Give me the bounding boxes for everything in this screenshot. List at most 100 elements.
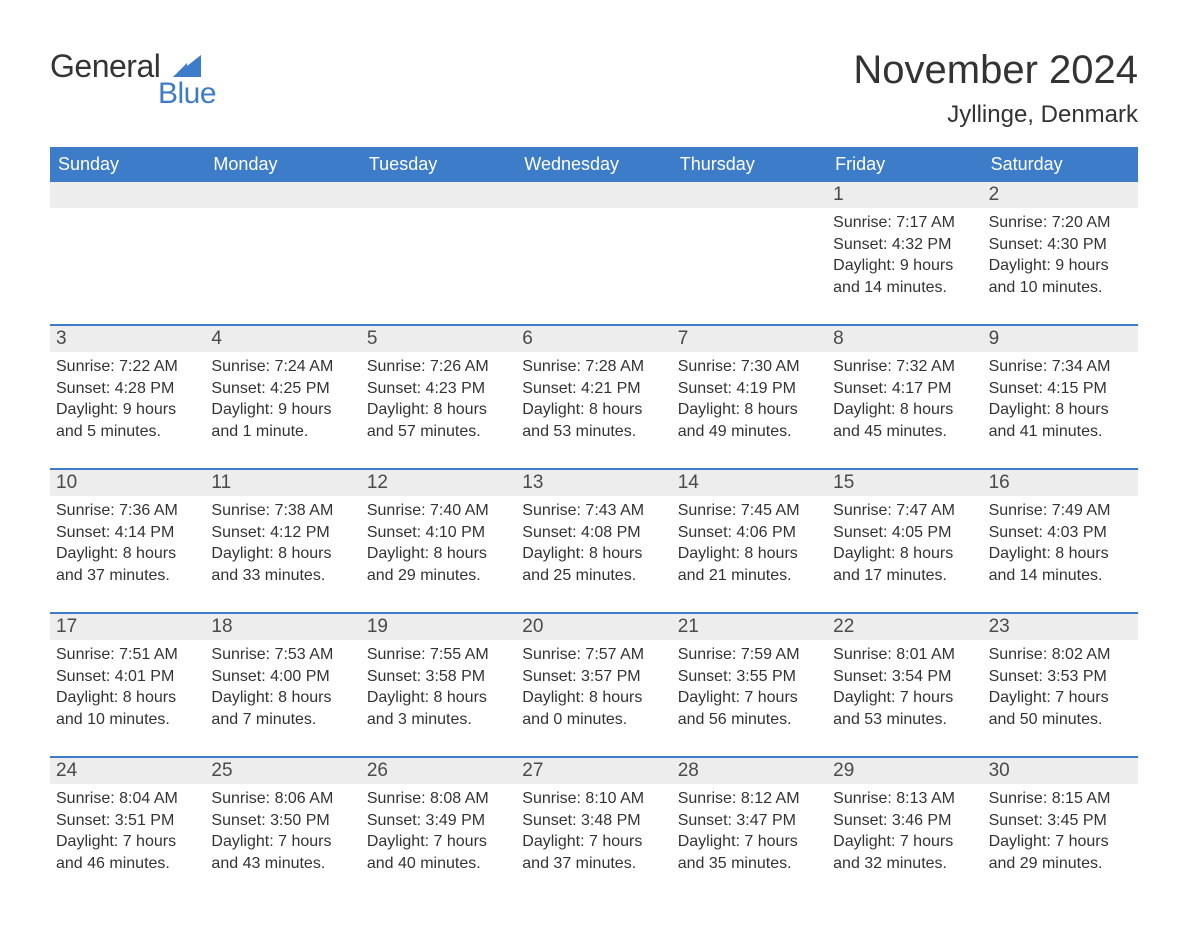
day-details: Sunrise: 7:36 AMSunset: 4:14 PMDaylight:… — [50, 496, 205, 592]
day-cell: 13Sunrise: 7:43 AMSunset: 4:08 PMDayligh… — [516, 470, 671, 598]
daylight-text: and 43 minutes. — [211, 853, 354, 875]
day-cell — [672, 182, 827, 310]
day-number — [516, 182, 671, 208]
day-details: Sunrise: 7:38 AMSunset: 4:12 PMDaylight:… — [205, 496, 360, 592]
day-cell: 21Sunrise: 7:59 AMSunset: 3:55 PMDayligh… — [672, 614, 827, 742]
day-details: Sunrise: 7:22 AMSunset: 4:28 PMDaylight:… — [50, 352, 205, 448]
day-details: Sunrise: 8:08 AMSunset: 3:49 PMDaylight:… — [361, 784, 516, 880]
sunset-text: Sunset: 4:03 PM — [989, 522, 1132, 544]
weekday-label: Wednesday — [516, 147, 671, 182]
day-details: Sunrise: 7:28 AMSunset: 4:21 PMDaylight:… — [516, 352, 671, 448]
daylight-text: and 10 minutes. — [56, 709, 199, 731]
day-number: 30 — [983, 758, 1138, 784]
sunrise-text: Sunrise: 7:45 AM — [678, 500, 821, 522]
daylight-text: Daylight: 8 hours — [522, 687, 665, 709]
sunset-text: Sunset: 3:50 PM — [211, 810, 354, 832]
daylight-text: and 0 minutes. — [522, 709, 665, 731]
sunset-text: Sunset: 3:46 PM — [833, 810, 976, 832]
day-number: 20 — [516, 614, 671, 640]
daylight-text: and 14 minutes. — [989, 565, 1132, 587]
day-number: 8 — [827, 326, 982, 352]
sunset-text: Sunset: 3:48 PM — [522, 810, 665, 832]
sunrise-text: Sunrise: 7:49 AM — [989, 500, 1132, 522]
sunrise-text: Sunrise: 7:43 AM — [522, 500, 665, 522]
day-cell: 4Sunrise: 7:24 AMSunset: 4:25 PMDaylight… — [205, 326, 360, 454]
day-cell: 23Sunrise: 8:02 AMSunset: 3:53 PMDayligh… — [983, 614, 1138, 742]
daylight-text: and 7 minutes. — [211, 709, 354, 731]
day-number: 14 — [672, 470, 827, 496]
day-number: 5 — [361, 326, 516, 352]
day-details: Sunrise: 7:43 AMSunset: 4:08 PMDaylight:… — [516, 496, 671, 592]
day-details — [50, 208, 205, 298]
day-details: Sunrise: 7:30 AMSunset: 4:19 PMDaylight:… — [672, 352, 827, 448]
sunrise-text: Sunrise: 7:55 AM — [367, 644, 510, 666]
day-cell: 17Sunrise: 7:51 AMSunset: 4:01 PMDayligh… — [50, 614, 205, 742]
sunrise-text: Sunrise: 7:34 AM — [989, 356, 1132, 378]
day-cell — [50, 182, 205, 310]
day-cell: 1Sunrise: 7:17 AMSunset: 4:32 PMDaylight… — [827, 182, 982, 310]
day-cell: 3Sunrise: 7:22 AMSunset: 4:28 PMDaylight… — [50, 326, 205, 454]
daylight-text: Daylight: 7 hours — [833, 831, 976, 853]
sunset-text: Sunset: 3:54 PM — [833, 666, 976, 688]
day-number — [672, 182, 827, 208]
week-row: 10Sunrise: 7:36 AMSunset: 4:14 PMDayligh… — [50, 468, 1138, 598]
day-cell: 16Sunrise: 7:49 AMSunset: 4:03 PMDayligh… — [983, 470, 1138, 598]
daylight-text: Daylight: 7 hours — [989, 687, 1132, 709]
daylight-text: Daylight: 8 hours — [522, 399, 665, 421]
header: General Blue November 2024 Jyllinge, Den… — [50, 48, 1138, 129]
day-cell: 25Sunrise: 8:06 AMSunset: 3:50 PMDayligh… — [205, 758, 360, 886]
sunrise-text: Sunrise: 8:06 AM — [211, 788, 354, 810]
daylight-text: Daylight: 7 hours — [833, 687, 976, 709]
day-number: 15 — [827, 470, 982, 496]
day-details: Sunrise: 7:55 AMSunset: 3:58 PMDaylight:… — [361, 640, 516, 736]
day-cell — [205, 182, 360, 310]
day-cell: 10Sunrise: 7:36 AMSunset: 4:14 PMDayligh… — [50, 470, 205, 598]
day-details — [205, 208, 360, 298]
sunset-text: Sunset: 3:49 PM — [367, 810, 510, 832]
day-number: 19 — [361, 614, 516, 640]
daylight-text: and 50 minutes. — [989, 709, 1132, 731]
sunset-text: Sunset: 3:58 PM — [367, 666, 510, 688]
day-details: Sunrise: 7:51 AMSunset: 4:01 PMDaylight:… — [50, 640, 205, 736]
week-row: 3Sunrise: 7:22 AMSunset: 4:28 PMDaylight… — [50, 324, 1138, 454]
logo-text-general: General — [50, 48, 160, 84]
day-number: 4 — [205, 326, 360, 352]
daylight-text: Daylight: 8 hours — [989, 399, 1132, 421]
day-details — [672, 208, 827, 298]
sunset-text: Sunset: 3:47 PM — [678, 810, 821, 832]
daylight-text: and 29 minutes. — [367, 565, 510, 587]
sunset-text: Sunset: 4:28 PM — [56, 378, 199, 400]
daylight-text: and 46 minutes. — [56, 853, 199, 875]
day-cell: 9Sunrise: 7:34 AMSunset: 4:15 PMDaylight… — [983, 326, 1138, 454]
day-number: 3 — [50, 326, 205, 352]
sunrise-text: Sunrise: 7:26 AM — [367, 356, 510, 378]
weekday-label: Monday — [205, 147, 360, 182]
day-details: Sunrise: 8:02 AMSunset: 3:53 PMDaylight:… — [983, 640, 1138, 736]
day-details: Sunrise: 7:32 AMSunset: 4:17 PMDaylight:… — [827, 352, 982, 448]
daylight-text: Daylight: 8 hours — [367, 399, 510, 421]
sunrise-text: Sunrise: 8:10 AM — [522, 788, 665, 810]
daylight-text: Daylight: 8 hours — [678, 399, 821, 421]
day-number: 26 — [361, 758, 516, 784]
day-cell: 24Sunrise: 8:04 AMSunset: 3:51 PMDayligh… — [50, 758, 205, 886]
sunset-text: Sunset: 3:45 PM — [989, 810, 1132, 832]
day-details: Sunrise: 8:15 AMSunset: 3:45 PMDaylight:… — [983, 784, 1138, 880]
sunset-text: Sunset: 4:12 PM — [211, 522, 354, 544]
sunrise-text: Sunrise: 7:51 AM — [56, 644, 199, 666]
day-details: Sunrise: 7:20 AMSunset: 4:30 PMDaylight:… — [983, 208, 1138, 304]
sunset-text: Sunset: 4:19 PM — [678, 378, 821, 400]
day-number: 21 — [672, 614, 827, 640]
calendar: Sunday Monday Tuesday Wednesday Thursday… — [50, 147, 1138, 886]
sunrise-text: Sunrise: 8:01 AM — [833, 644, 976, 666]
day-cell: 26Sunrise: 8:08 AMSunset: 3:49 PMDayligh… — [361, 758, 516, 886]
day-details: Sunrise: 7:59 AMSunset: 3:55 PMDaylight:… — [672, 640, 827, 736]
day-details: Sunrise: 7:40 AMSunset: 4:10 PMDaylight:… — [361, 496, 516, 592]
daylight-text: Daylight: 7 hours — [989, 831, 1132, 853]
day-details: Sunrise: 7:24 AMSunset: 4:25 PMDaylight:… — [205, 352, 360, 448]
sunrise-text: Sunrise: 8:04 AM — [56, 788, 199, 810]
weekday-label: Tuesday — [361, 147, 516, 182]
day-number: 12 — [361, 470, 516, 496]
daylight-text: Daylight: 8 hours — [367, 543, 510, 565]
daylight-text: Daylight: 8 hours — [211, 543, 354, 565]
day-details: Sunrise: 8:04 AMSunset: 3:51 PMDaylight:… — [50, 784, 205, 880]
